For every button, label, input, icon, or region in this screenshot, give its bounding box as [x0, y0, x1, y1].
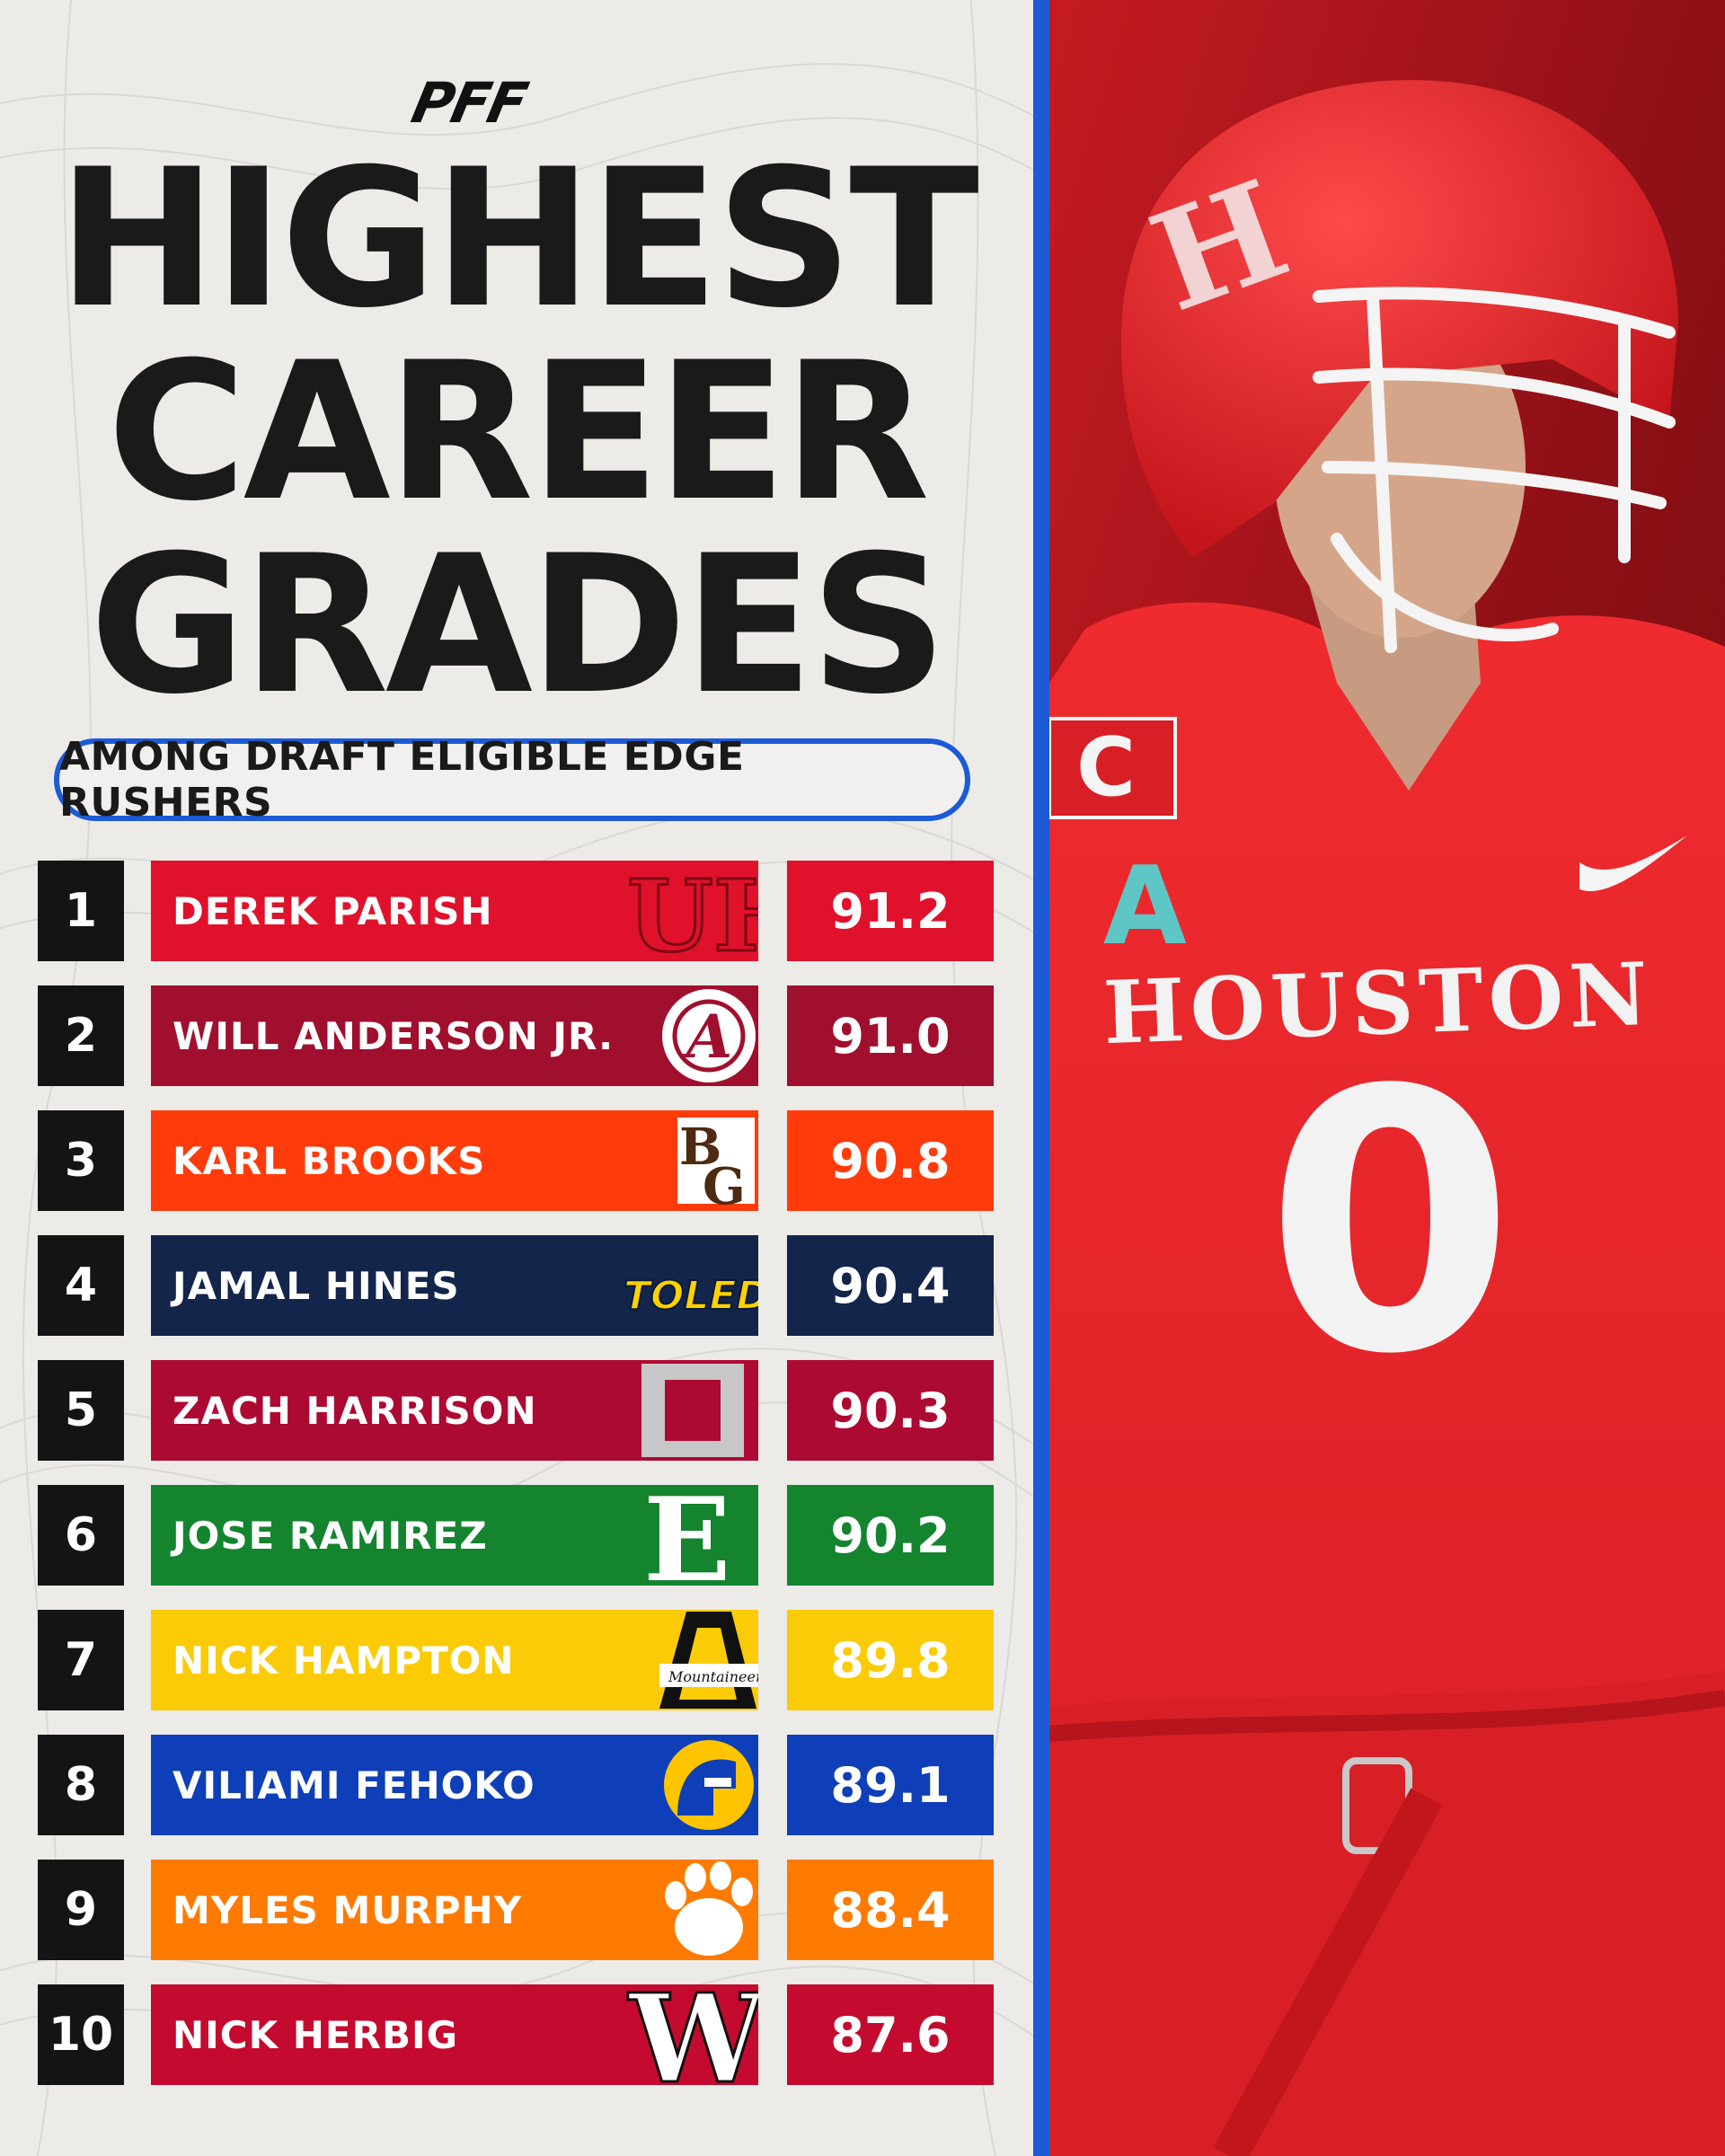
- subtitle-pill: AMONG DRAFT ELIGIBLE EDGE RUSHERS: [54, 734, 970, 826]
- toledo-icon: TOLEDO: [624, 1235, 758, 1336]
- rank-number: 9: [38, 1860, 124, 1960]
- grade-value: 90.8: [787, 1110, 994, 1211]
- player-name: MYLES MURPHY: [172, 1887, 523, 1932]
- clemson-paw-icon: [624, 1860, 758, 1960]
- title-line-3: GRADES: [89, 514, 948, 736]
- captain-patch: C: [1076, 720, 1136, 815]
- ranking-row: 1 DEREK PARISH UH 91.2: [38, 861, 994, 961]
- grade-value: 89.8: [787, 1610, 994, 1710]
- eastern-michigan-icon: E: [624, 1485, 758, 1586]
- rank-number: 5: [38, 1360, 124, 1461]
- rank-number: 2: [38, 985, 124, 1086]
- rank-number: 8: [38, 1735, 124, 1835]
- svg-text:Mountaineers: Mountaineers: [668, 1668, 758, 1685]
- svg-text:UH: UH: [627, 861, 758, 961]
- rank-number: 6: [38, 1485, 124, 1586]
- wisconsin-w-icon: W: [624, 1984, 759, 2085]
- ranking-row: 7 NICK HAMPTON Mountaineers 89.8: [38, 1610, 994, 1710]
- player-photo: H C A HOUSTON 0: [1049, 0, 1725, 2156]
- ranking-row: 6 JOSE RAMIREZ E 90.2: [38, 1485, 994, 1586]
- left-panel: PFF HIGHEST CAREER GRADES AMONG DRAFT EL…: [0, 0, 1033, 2156]
- svg-text:A: A: [681, 1002, 732, 1072]
- player-name-bar: KARL BROOKS B G: [151, 1110, 758, 1211]
- player-name-bar: JOSE RAMIREZ E: [151, 1485, 758, 1586]
- svg-text:TOLEDO: TOLEDO: [624, 1273, 758, 1319]
- rank-number: 4: [38, 1235, 124, 1336]
- player-name-bar: WILL ANDERSON JR. A: [151, 985, 758, 1086]
- ranking-row: 5 ZACH HARRISON 90.3: [38, 1360, 994, 1461]
- rank-number: 3: [38, 1110, 124, 1211]
- player-name: JOSE RAMIREZ: [172, 1513, 488, 1558]
- ranking-row: 2 WILL ANDERSON JR. A 91.0: [38, 985, 994, 1086]
- ohio-state-icon: [624, 1360, 758, 1461]
- svg-text:W: W: [627, 1984, 758, 2085]
- grade-value: 90.4: [787, 1235, 994, 1336]
- player-name-bar: DEREK PARISH UH: [151, 861, 758, 961]
- ranking-row: 9 MYLES MURPHY 88.4: [38, 1860, 994, 1960]
- alabama-crimson-tide-icon: A: [624, 985, 758, 1086]
- player-name: JAMAL HINES: [172, 1263, 460, 1308]
- player-name-bar: NICK HAMPTON Mountaineers: [151, 1610, 758, 1710]
- rank-number: 10: [38, 1984, 124, 2085]
- title-line-2: CAREER: [107, 321, 930, 543]
- player-name-bar: JAMAL HINES TOLEDO: [151, 1235, 758, 1336]
- svg-text:G: G: [703, 1157, 746, 1211]
- rank-number: 1: [38, 861, 124, 961]
- player-illustration: H C A HOUSTON 0: [1049, 0, 1725, 2156]
- ranking-row: 8 VILIAMI FEHOKO 89.1: [38, 1735, 994, 1835]
- blue-divider: [1033, 0, 1049, 2156]
- player-name-bar: ZACH HARRISON: [151, 1360, 758, 1461]
- player-name: VILIAMI FEHOKO: [172, 1763, 535, 1807]
- grade-value: 87.6: [787, 1984, 994, 2085]
- grade-value: 88.4: [787, 1860, 994, 1960]
- player-name-bar: MYLES MURPHY: [151, 1860, 758, 1960]
- grade-value: 89.1: [787, 1735, 994, 1835]
- svg-text:B: B: [679, 1118, 721, 1177]
- jersey-text: HOUSTON: [1101, 943, 1655, 1064]
- pff-logo: PFF: [406, 70, 532, 136]
- player-name-bar: VILIAMI FEHOKO: [151, 1735, 758, 1835]
- ranking-row: 4 JAMAL HINES TOLEDO 90.4: [38, 1235, 994, 1336]
- grade-value: 91.0: [787, 985, 994, 1086]
- jersey-number: 0: [1265, 1015, 1515, 1433]
- player-name: ZACH HARRISON: [172, 1388, 537, 1433]
- grade-value: 90.3: [787, 1360, 994, 1461]
- player-name: NICK HERBIG: [172, 2012, 459, 2057]
- svg-text:A: A: [1103, 844, 1187, 969]
- player-name: NICK HAMPTON: [172, 1638, 515, 1683]
- player-name-bar: NICK HERBIG W: [151, 1984, 758, 2085]
- grade-value: 90.2: [787, 1485, 994, 1586]
- rank-number: 7: [38, 1610, 124, 1710]
- grade-value: 91.2: [787, 861, 994, 961]
- player-name: KARL BROOKS: [172, 1138, 486, 1183]
- title-line-1: HIGHEST: [58, 128, 979, 349]
- player-name: DEREK PARISH: [172, 888, 493, 933]
- houston-uh-icon: UH: [624, 861, 759, 961]
- san-jose-state-spartan-icon: [624, 1735, 758, 1835]
- appalachian-state-icon: Mountaineers: [624, 1610, 758, 1710]
- svg-text:E: E: [643, 1485, 731, 1586]
- player-name: WILL ANDERSON JR.: [172, 1013, 615, 1058]
- ranking-row: 10 NICK HERBIG W 87.6: [38, 1984, 994, 2085]
- ranking-row: 3 KARL BROOKS B G 90.8: [38, 1110, 994, 1211]
